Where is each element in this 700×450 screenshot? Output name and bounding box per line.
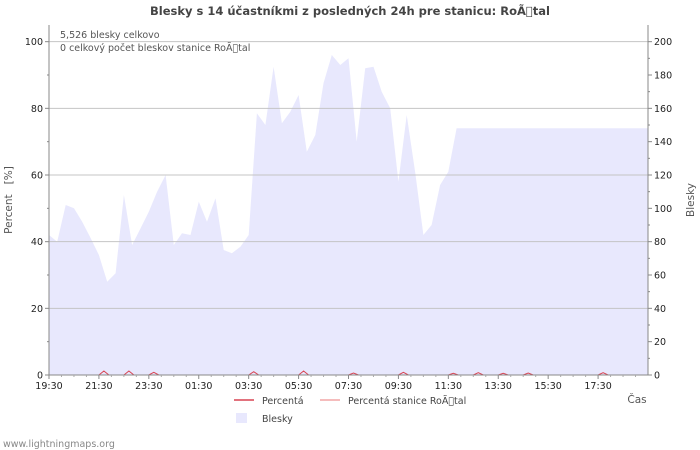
y-axis-left-label: Percent [%] (3, 166, 15, 234)
x-tick-label-9: 13:30 (485, 381, 512, 392)
x-tick-label-5: 05:30 (285, 381, 312, 392)
y-right-tick-label-40: 40 (654, 304, 666, 315)
blesky-area-layer (49, 55, 648, 375)
annotation-station-strikes: 0 celkový počet bleskov stanice RoÃ tal (60, 43, 250, 54)
x-tick-label-11: 17:30 (584, 381, 611, 392)
y-left-tick-label-100: 100 (25, 37, 43, 48)
y-right-tick-label-20: 20 (654, 337, 666, 348)
y-right-tick-label-0: 0 (654, 371, 660, 382)
x-tick-label-3: 01:30 (185, 381, 212, 392)
y-left-tick-label-20: 20 (31, 304, 43, 315)
x-tick-label-4: 03:30 (235, 381, 262, 392)
y-axis-right-label: Blesky (685, 183, 697, 217)
x-tick-label-10: 15:30 (534, 381, 561, 392)
y-right-tick-label-100: 100 (654, 204, 672, 215)
blesky-area (49, 55, 648, 375)
x-tick-label-2: 23:30 (135, 381, 162, 392)
legend: Percentá Percentá stanice RoÃ tal Blesky (234, 396, 466, 425)
x-tick-label-8: 11:30 (435, 381, 462, 392)
legend-swatch-blesky (236, 413, 247, 423)
y-left-tick-label-40: 40 (31, 237, 43, 248)
legend-label-blesky: Blesky (262, 414, 293, 425)
y-left-tick-label-80: 80 (31, 104, 43, 115)
gridlines (49, 41, 648, 309)
tick-marks-and-labels: 0 20 40 60 80 100 0 20 40 60 80 100 120 140 160 180 200 1… (25, 37, 672, 392)
y-right-tick-label-200: 200 (654, 37, 672, 48)
x-axis-label: Čas (627, 393, 646, 406)
annotation-total-strikes: 5,526 blesky celkovo (60, 30, 160, 41)
y-right-tick-label-180: 180 (654, 71, 672, 82)
chart-title: Blesky s 14 účastníkmi z posledných 24h … (150, 3, 550, 18)
y-right-tick-label-160: 160 (654, 104, 672, 115)
x-tick-label-7: 09:30 (385, 381, 412, 392)
x-tick-label-0: 19:30 (35, 381, 62, 392)
y-right-tick-label-60: 60 (654, 271, 666, 282)
y-right-tick-label-120: 120 (654, 171, 672, 182)
legend-label-percenta-stanice: Percentá stanice RoÃ tal (348, 396, 466, 407)
footer-source: www.lightningmaps.org (3, 439, 115, 450)
y-left-tick-label-60: 60 (31, 171, 43, 182)
legend-label-percenta: Percentá (262, 396, 304, 407)
y-right-tick-label-80: 80 (654, 237, 666, 248)
y-right-tick-label-140: 140 (654, 137, 672, 148)
x-tick-label-6: 07:30 (335, 381, 362, 392)
x-tick-label-1: 21:30 (85, 381, 112, 392)
y-left-tick-label-0: 0 (37, 371, 43, 382)
